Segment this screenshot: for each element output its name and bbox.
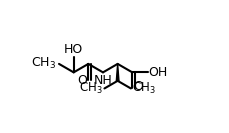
Polygon shape — [116, 64, 118, 81]
Text: NH: NH — [93, 74, 112, 87]
Text: CH$_3$: CH$_3$ — [79, 81, 103, 96]
Text: OH: OH — [148, 66, 167, 79]
Text: O: O — [133, 80, 143, 93]
Text: O: O — [77, 74, 87, 87]
Text: CH$_3$: CH$_3$ — [132, 81, 155, 96]
Text: HO: HO — [64, 43, 83, 56]
Text: CH$_3$: CH$_3$ — [31, 56, 56, 71]
